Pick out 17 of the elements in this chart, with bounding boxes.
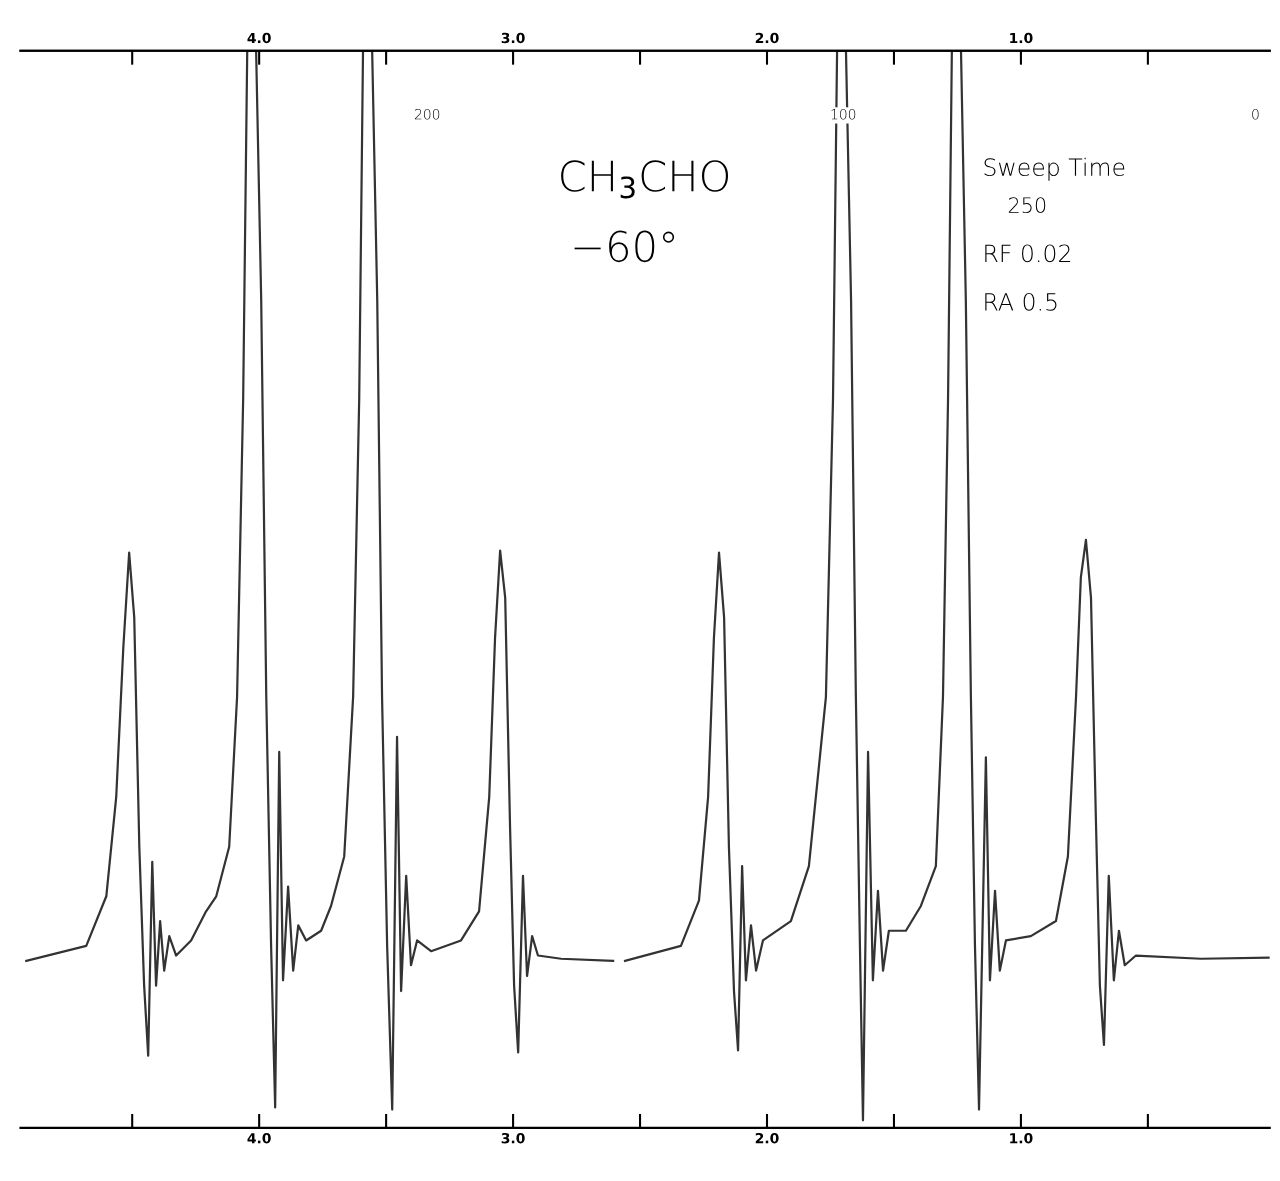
annotation: RA 0.5 — [985, 292, 1057, 311]
annotation: CH$_{3}$CHO — [561, 160, 729, 199]
x2-tick-label: 1.0 — [1010, 32, 1033, 44]
x2-tick-label: 4.0 — [247, 32, 271, 44]
annotation: Sweep Time — [984, 157, 1125, 181]
x2-tick-label: 2.0 — [755, 32, 779, 44]
annotation: −60° — [574, 230, 675, 263]
x2-tick-label: 3.0 — [501, 32, 525, 44]
annotation: RF 0.02 — [985, 244, 1071, 263]
annotation: 100 — [831, 108, 856, 120]
x-tick-label: 1.0 — [1010, 1132, 1033, 1144]
annotation: 250 — [1008, 197, 1046, 214]
x-tick-label: 2.0 — [755, 1132, 779, 1144]
annotation: 0 — [1252, 108, 1259, 120]
x-tick-label: 3.0 — [501, 1132, 525, 1144]
x-tick-label: 4.0 — [247, 1132, 271, 1144]
annotation: 200 — [414, 108, 440, 120]
